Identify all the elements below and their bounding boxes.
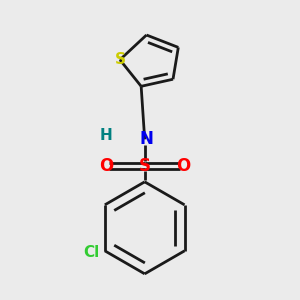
Text: H: H — [99, 128, 112, 143]
Text: O: O — [176, 157, 190, 175]
Text: S: S — [114, 52, 125, 67]
Text: O: O — [99, 157, 114, 175]
Text: S: S — [139, 157, 151, 175]
Text: Cl: Cl — [83, 245, 100, 260]
Text: N: N — [140, 130, 153, 148]
